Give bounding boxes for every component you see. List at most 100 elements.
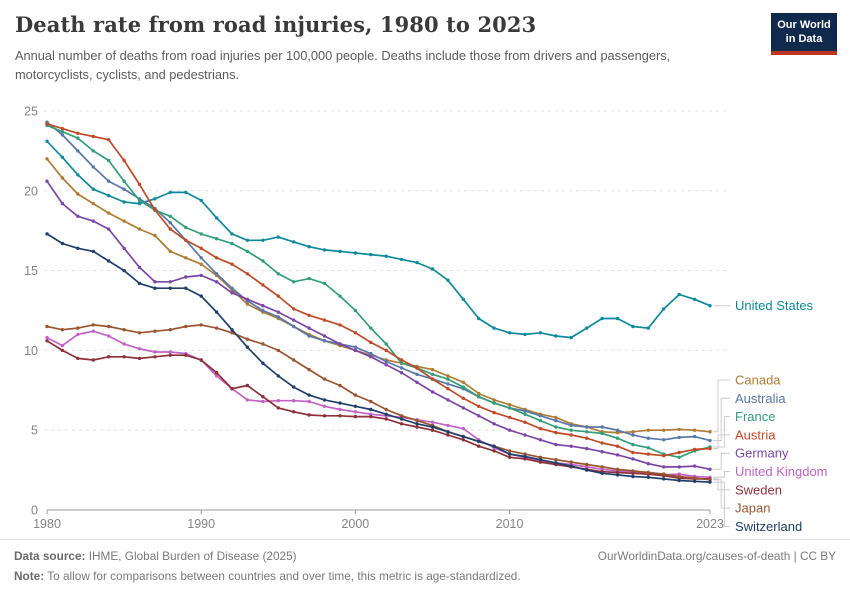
x-tick-label-2010: 2010: [496, 517, 524, 531]
point-sweden-1999: [338, 414, 342, 418]
owid-logo-line2: in Data: [785, 33, 823, 46]
owid-citation-link[interactable]: OurWorldinData.org/causes-of-death | CC …: [597, 549, 836, 563]
point-united-kingdom-1999: [338, 407, 342, 412]
label-connector-france: [713, 416, 730, 448]
point-austria-1997: [307, 313, 311, 317]
point-canada-1981: [60, 176, 65, 180]
line-france[interactable]: [46, 124, 711, 459]
point-switzerland-1985: [122, 268, 126, 273]
point-australia-2014: [569, 423, 573, 428]
point-japan-2012: [538, 455, 543, 459]
point-france-2010: [507, 406, 512, 410]
point-sweden-1981: [60, 348, 65, 353]
point-japan-2016: [600, 465, 604, 469]
point-france-2017: [615, 436, 620, 440]
point-canada-1987: [153, 233, 157, 238]
point-canada-2021: [677, 427, 681, 432]
point-germany-1987: [153, 280, 157, 284]
point-switzerland-1984: [107, 259, 111, 263]
point-switzerland-1998: [322, 398, 327, 402]
line-australia[interactable]: [46, 121, 711, 442]
point-switzerland-1991: [214, 310, 219, 314]
point-france-1989: [184, 225, 188, 230]
point-sweden-2009: [492, 449, 496, 453]
point-france-2021: [677, 455, 681, 459]
point-germany-1989: [184, 275, 188, 279]
line-canada[interactable]: [46, 158, 711, 434]
point-united-states-1992: [230, 232, 234, 236]
point-sweden-1994: [261, 395, 265, 399]
point-united-kingdom-1994: [261, 399, 265, 404]
point-united-states-2011: [523, 332, 527, 337]
series-label-united-states[interactable]: United States: [735, 298, 814, 313]
y-tick-label-0: 0: [31, 504, 38, 518]
point-germany-2019: [646, 462, 650, 466]
point-united-kingdom-2007: [461, 426, 465, 431]
series-label-austria[interactable]: Austria: [735, 427, 776, 442]
point-switzerland-1997: [307, 393, 311, 397]
point-austria-1996: [292, 307, 296, 311]
point-australia-2001: [369, 351, 373, 356]
point-japan-2001: [369, 399, 373, 404]
series-label-germany[interactable]: Germany: [735, 446, 789, 461]
point-austria-2018: [631, 450, 635, 455]
point-united-states-2006: [446, 278, 450, 282]
point-switzerland-2007: [461, 434, 465, 439]
owid-logo[interactable]: Our World in Data: [771, 13, 837, 55]
line-switzerland[interactable]: [46, 233, 711, 483]
point-germany-1985: [122, 246, 126, 250]
point-australia-1984: [107, 179, 111, 183]
point-japan-2023: [708, 478, 712, 482]
point-germany-2013: [554, 442, 558, 447]
point-australia-2000: [353, 345, 358, 349]
line-germany[interactable]: [46, 180, 711, 471]
series-label-sweden[interactable]: Sweden: [735, 482, 782, 497]
note-text: To allow for comparisons between countri…: [44, 569, 521, 583]
point-austria-2019: [646, 452, 650, 456]
point-sweden-1996: [292, 410, 296, 414]
point-germany-2004: [415, 380, 419, 384]
point-switzerland-2003: [399, 417, 404, 421]
point-germany-1984: [107, 227, 111, 231]
point-canada-1989: [184, 256, 188, 260]
line-austria[interactable]: [46, 122, 711, 457]
point-united-states-2012: [538, 331, 543, 335]
note-label: Note:: [14, 569, 45, 583]
point-united-states-1984: [107, 193, 111, 198]
series-label-united-kingdom[interactable]: United Kingdom: [735, 464, 828, 479]
series-label-australia[interactable]: Australia: [735, 391, 786, 406]
point-japan-2003: [399, 414, 404, 418]
point-sweden-2011: [523, 457, 527, 461]
point-switzerland-2018: [631, 474, 635, 479]
point-germany-1982: [76, 214, 80, 218]
series-label-switzerland[interactable]: Switzerland: [735, 519, 802, 534]
point-switzerland-2001: [369, 407, 373, 412]
point-switzerland-2020: [662, 477, 666, 481]
point-canada-1983: [91, 201, 96, 206]
line-united-kingdom[interactable]: [46, 330, 711, 479]
point-switzerland-2014: [569, 464, 573, 468]
series-label-france[interactable]: France: [735, 409, 775, 424]
point-austria-1988: [168, 227, 172, 231]
point-united-states-2019: [646, 326, 650, 330]
point-germany-1997: [307, 326, 311, 330]
point-canada-2023: [708, 430, 712, 434]
series-label-canada[interactable]: Canada: [735, 373, 781, 388]
point-japan-1988: [168, 328, 172, 332]
point-canada-2022: [692, 428, 697, 432]
line-united-states[interactable]: [46, 140, 711, 339]
point-france-2000: [353, 308, 358, 313]
point-france-1986: [137, 198, 142, 203]
line-sweden[interactable]: [46, 339, 711, 480]
chart-subtitle: Annual number of deaths from road injuri…: [15, 48, 671, 83]
point-switzerland-2008: [477, 439, 481, 444]
point-canada-1984: [107, 211, 111, 215]
point-japan-1993: [245, 337, 250, 341]
point-austria-1992: [230, 262, 234, 266]
series-label-japan[interactable]: Japan: [735, 501, 770, 516]
point-canada-2009: [492, 398, 496, 402]
point-united-kingdom-2016: [600, 467, 604, 471]
line-japan[interactable]: [46, 324, 711, 481]
y-tick-label-5: 5: [31, 424, 38, 438]
point-france-1995: [276, 272, 280, 276]
